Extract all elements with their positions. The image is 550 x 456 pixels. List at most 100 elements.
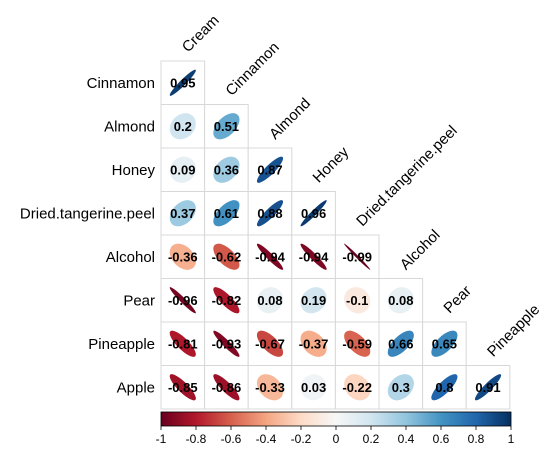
row-label: Almond xyxy=(104,118,155,135)
matrix-cell: 0.88 xyxy=(247,191,293,236)
cell-value-label: 0.8 xyxy=(435,380,453,395)
correlation-ellipse xyxy=(256,156,284,183)
row-label: Cinnamon xyxy=(87,75,155,92)
matrix-cell: 0.95 xyxy=(160,60,206,105)
colorbar-tick-label: -0.2 xyxy=(291,432,312,446)
matrix-cell: -0.37 xyxy=(291,321,336,366)
correlation-ellipse xyxy=(431,374,458,401)
cell-value-label: 0.2 xyxy=(174,119,192,134)
cell-value-label: -0.96 xyxy=(168,293,198,308)
colorbar-tick-label: 0.8 xyxy=(468,432,485,446)
correlation-ellipse xyxy=(256,200,284,227)
cell-value-label: 0.19 xyxy=(301,293,326,308)
correlation-ellipse xyxy=(344,243,371,270)
cell-value-label: -0.93 xyxy=(212,336,242,351)
correlation-ellipse xyxy=(300,330,327,357)
matrix-cell: 0.91 xyxy=(465,365,511,410)
cell-value-label: 0.65 xyxy=(432,336,457,351)
cell-value-label: -0.86 xyxy=(212,380,242,395)
cell-value-label: -0.37 xyxy=(299,336,329,351)
matrix-cell: 0.08 xyxy=(247,278,293,323)
column-label: Almond xyxy=(266,95,314,143)
cell-value-label: -0.81 xyxy=(168,336,198,351)
correlation-ellipse xyxy=(213,156,240,183)
matrix-cell: -0.94 xyxy=(247,234,293,279)
cell-value-label: -0.67 xyxy=(255,336,285,351)
matrix-cell: -0.81 xyxy=(160,321,206,366)
column-label: Pear xyxy=(440,282,474,316)
correlation-ellipse xyxy=(169,69,196,96)
cell-value-label: 0.66 xyxy=(388,336,413,351)
cell-value-label: 0.08 xyxy=(388,293,413,308)
matrix-cell: 0.2 xyxy=(160,104,206,149)
row-label: Pear xyxy=(123,292,155,309)
cell-value-label: 0.61 xyxy=(214,206,239,221)
matrix-cell: 0.66 xyxy=(378,321,424,366)
cell-value-label: 0.09 xyxy=(170,162,195,177)
cell-value-label: -0.59 xyxy=(342,336,372,351)
cell-value-label: 0.96 xyxy=(301,206,326,221)
cell-value-label: 0.37 xyxy=(170,206,195,221)
correlation-ellipse xyxy=(256,330,284,357)
correlation-ellipse xyxy=(213,374,240,401)
cell-value-label: -0.22 xyxy=(342,380,372,395)
cell-value-label: -0.33 xyxy=(255,380,285,395)
matrix-cell: 0.36 xyxy=(204,147,249,192)
column-label: Cinnamon xyxy=(222,39,282,99)
correlation-ellipse xyxy=(256,287,284,314)
colorbar-tick-label: -0.8 xyxy=(186,432,207,446)
matrix-cell: -0.36 xyxy=(160,234,206,279)
matrix-cell: -0.82 xyxy=(204,278,249,323)
cell-value-label: -0.82 xyxy=(212,293,242,308)
matrix-cell: 0.19 xyxy=(291,278,336,323)
colorbar-tick-label: -0.6 xyxy=(221,432,242,446)
matrix-cell: -0.22 xyxy=(334,365,380,410)
correlation-ellipse xyxy=(213,200,240,227)
correlation-ellipse xyxy=(213,243,240,270)
colorbar-tick-label: 0 xyxy=(333,432,340,446)
correlation-ellipse xyxy=(387,374,414,401)
cell-value-label: 0.08 xyxy=(257,293,282,308)
correlation-ellipse xyxy=(300,243,327,270)
matrix-cell: 0.65 xyxy=(422,321,467,366)
correlation-ellipse xyxy=(213,330,240,357)
matrix-cell: 0.37 xyxy=(160,191,206,236)
correlation-ellipse xyxy=(256,374,284,401)
matrix-cell: -0.62 xyxy=(204,234,249,279)
matrix-cell: 0.08 xyxy=(378,278,424,323)
correlation-ellipse xyxy=(300,287,327,314)
colorbar-tick-label: -0.4 xyxy=(256,432,277,446)
row-label: Dried.tangerine.peel xyxy=(20,205,155,222)
cell-value-label: 0.95 xyxy=(170,75,195,90)
correlation-ellipse xyxy=(344,287,371,314)
correlation-ellipse xyxy=(300,200,327,227)
cell-value-label: -0.94 xyxy=(255,249,285,264)
cell-value-label: -0.36 xyxy=(168,249,198,264)
cell-value-label: 0.03 xyxy=(301,380,326,395)
matrix-cell: 0.61 xyxy=(204,191,249,236)
matrix-cell: 0.3 xyxy=(378,365,424,410)
colorbar: -1 -0.8 -0.6 -0.4 -0.2 0 0.2 0.4 0.6 0.8 1 xyxy=(156,411,515,446)
correlation-ellipse xyxy=(344,330,371,357)
matrix-cell: -0.99 xyxy=(334,234,380,279)
matrix-cell: 0.8 xyxy=(422,365,467,410)
cell-value-label: 0.91 xyxy=(475,380,500,395)
correlation-ellipse xyxy=(169,330,196,357)
correlation-ellipse xyxy=(474,374,502,401)
correlation-ellipse xyxy=(169,113,196,140)
cells-layer: 0.95 0.2 0.51 0.09 0.36 0.87 0.37 0.61 0.88 0.96 -… xyxy=(160,60,511,410)
matrix-cell: -0.67 xyxy=(247,321,293,366)
correlation-ellipse xyxy=(344,374,371,401)
column-label: Alcohol xyxy=(397,227,444,274)
colorbar-tick-label: 0.6 xyxy=(433,432,450,446)
row-label: Pineapple xyxy=(88,336,155,353)
correlation-ellipse xyxy=(431,330,458,357)
matrix-cell: -0.96 xyxy=(160,278,206,323)
column-label: Cream xyxy=(179,12,223,56)
cell-value-label: -0.94 xyxy=(299,249,329,264)
matrix-cell: -0.93 xyxy=(204,321,249,366)
colorbar-tick-label: -1 xyxy=(156,432,167,446)
row-label: Alcohol xyxy=(106,249,155,266)
matrix-cell: -0.85 xyxy=(160,365,206,410)
